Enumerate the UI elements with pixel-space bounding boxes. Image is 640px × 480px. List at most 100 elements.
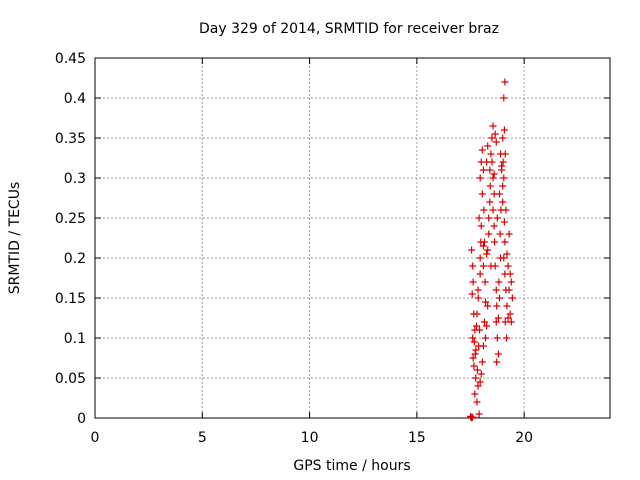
data-point <box>472 346 480 354</box>
data-point <box>495 190 503 198</box>
data-point <box>468 414 476 422</box>
data-point <box>508 294 516 302</box>
x-tick-label: 10 <box>301 430 319 446</box>
y-tick-label: 0.45 <box>55 51 86 67</box>
ticks: 0 0.05 0.1 0.15 0.2 0.25 0.3 0.35 0.4 0.45 0 5 10 15 2… <box>55 51 610 446</box>
data-point <box>502 206 510 214</box>
data-point <box>503 250 511 258</box>
data-point <box>488 134 496 142</box>
data-point <box>476 174 484 182</box>
y-tick-label: 0.05 <box>55 371 86 387</box>
data-point <box>479 342 487 350</box>
data-point <box>474 286 482 294</box>
data-point <box>468 246 476 254</box>
y-tick-label: 0.15 <box>55 291 86 307</box>
data-point <box>479 262 487 270</box>
data-point <box>486 198 494 206</box>
data-point <box>471 390 479 398</box>
data-point <box>479 166 487 174</box>
data-point <box>506 310 514 318</box>
data-point <box>468 290 476 298</box>
data-point <box>486 166 494 174</box>
data-point <box>492 138 500 146</box>
data-point <box>471 350 479 358</box>
x-tick-label: 15 <box>408 430 426 446</box>
data-point <box>489 122 497 130</box>
data-point <box>480 318 488 326</box>
data-point <box>504 314 512 322</box>
data-point <box>487 150 495 158</box>
data-point <box>475 410 483 418</box>
data-point <box>500 218 508 226</box>
data-point <box>504 262 512 270</box>
data-point <box>506 270 514 278</box>
x-axis-label: GPS time / hours <box>293 458 410 474</box>
data-point <box>499 182 507 190</box>
data-point <box>482 298 490 306</box>
data-point <box>505 230 513 238</box>
data-point <box>476 270 484 278</box>
data-point <box>469 334 477 342</box>
data-point <box>491 238 499 246</box>
data-point <box>473 398 481 406</box>
data-point <box>499 134 507 142</box>
data-point <box>474 294 482 302</box>
data-point <box>498 162 506 170</box>
data-point <box>489 174 497 182</box>
y-tick-label: 0 <box>77 411 86 427</box>
x-tick-label: 0 <box>91 430 100 446</box>
data-point <box>480 206 488 214</box>
data-point <box>486 182 494 190</box>
data-point <box>491 130 499 138</box>
data-point <box>507 278 515 286</box>
data-point <box>485 230 493 238</box>
data-point <box>484 302 492 310</box>
data-point <box>489 206 497 214</box>
y-tick-label: 0.35 <box>55 131 86 147</box>
data-point <box>490 222 498 230</box>
y-tick-label: 0.1 <box>64 331 86 347</box>
data-point <box>469 262 477 270</box>
data-point <box>476 254 484 262</box>
data-point <box>493 302 501 310</box>
data-point <box>494 314 502 322</box>
data-point <box>493 214 501 222</box>
data-point <box>507 318 515 326</box>
data-point <box>478 358 486 366</box>
data-point <box>482 334 490 342</box>
data-point <box>483 322 491 330</box>
data-point <box>501 150 509 158</box>
data-point <box>490 170 498 178</box>
chart-title: Day 329 of 2014, SRMTID for receiver bra… <box>199 21 499 37</box>
y-tick-label: 0.25 <box>55 211 86 227</box>
data-point <box>472 374 480 382</box>
data-point <box>501 78 509 86</box>
data-point <box>470 362 478 370</box>
data-point <box>474 382 482 390</box>
data-point <box>499 198 507 206</box>
data-point <box>492 318 500 326</box>
x-tick-label: 5 <box>198 430 207 446</box>
x-tick-label: 20 <box>515 430 533 446</box>
data-point <box>503 334 511 342</box>
data-point <box>493 334 501 342</box>
data-point <box>484 246 492 254</box>
data-point <box>496 230 504 238</box>
data-point <box>500 94 508 102</box>
y-tick-label: 0.2 <box>64 251 86 267</box>
data-points <box>467 78 516 422</box>
data-point <box>495 278 503 286</box>
data-point <box>505 286 513 294</box>
data-point <box>487 262 495 270</box>
data-point <box>478 146 486 154</box>
data-point <box>500 126 508 134</box>
data-point <box>485 214 493 222</box>
y-tick-label: 0.4 <box>64 91 86 107</box>
data-point <box>495 294 503 302</box>
data-point <box>473 322 481 330</box>
data-point <box>483 250 491 258</box>
y-axis-label: SRMTID / TECUs <box>7 182 23 295</box>
data-point <box>493 358 501 366</box>
data-point <box>473 366 481 374</box>
